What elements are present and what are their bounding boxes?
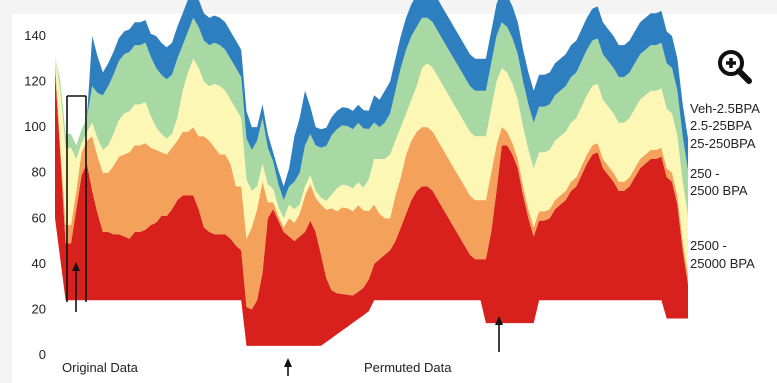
legend-label-2500-25000-line2: 25000 BPA: [690, 256, 755, 271]
area-layer-1: [55, 61, 688, 310]
area-layers: [55, 0, 688, 346]
area-layer-0: [55, 70, 688, 346]
zoom-in-icon[interactable]: [715, 47, 755, 87]
y-tick-label: 0: [39, 347, 46, 362]
permuted-arrow-head-2: [495, 316, 503, 325]
legend-label-250-2500-line2: 2500 BPA: [690, 183, 748, 198]
y-tick-label: 40: [32, 256, 46, 271]
original-data-label: Original Data: [62, 360, 139, 375]
permuted-data-label: Permuted Data: [364, 360, 452, 375]
legend-label-25-250: 25-250BPA: [690, 136, 756, 151]
y-axis: 0 20 40 60 80 100 120 140: [24, 28, 46, 362]
y-tick-label: 140: [24, 28, 46, 43]
area-layer-3: [55, 17, 688, 219]
y-tick-label: 20: [32, 301, 46, 316]
legend-label-2500-25000-line1: 2500 -: [690, 238, 727, 253]
y-tick-label: 60: [32, 210, 46, 225]
y-tick-label: 100: [24, 119, 46, 134]
y-tick-label: 120: [24, 74, 46, 89]
original-arrow-head: [72, 262, 80, 271]
legend-label-veh: Veh-2.5BPA: [690, 101, 760, 116]
area-layer-2: [55, 56, 688, 276]
annotation-marks: [66, 95, 503, 376]
legend-label-250-2500-line1: 250 -: [690, 166, 720, 181]
y-tick-label: 80: [32, 165, 46, 180]
permuted-arrow-head-1: [284, 358, 292, 367]
legend-label-2-5-25: 2.5-25BPA: [690, 118, 752, 133]
